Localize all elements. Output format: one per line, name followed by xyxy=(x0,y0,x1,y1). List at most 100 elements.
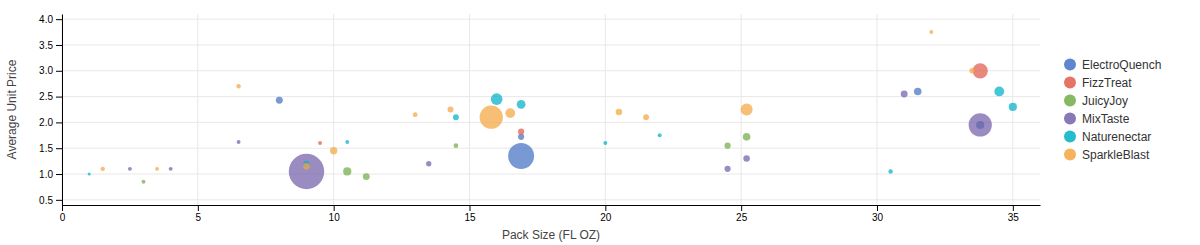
x-axis-tick: 30 xyxy=(872,205,884,223)
bubble xyxy=(236,84,240,88)
x-axis-tick-label: 10 xyxy=(329,212,341,223)
legend-item: FizzTreat xyxy=(1064,76,1132,90)
bubble xyxy=(413,112,418,117)
grid-line-x xyxy=(197,14,198,205)
bubble xyxy=(88,172,91,175)
bubble xyxy=(508,143,534,169)
bubble xyxy=(741,103,753,115)
x-axis-tick: 25 xyxy=(736,205,748,223)
y-axis-tick: 4.0 xyxy=(39,14,62,25)
x-axis-line xyxy=(63,205,1041,206)
x-axis-tick-mark xyxy=(1013,205,1014,211)
bubbles xyxy=(88,30,1017,189)
legend-label: JuicyJoy xyxy=(1082,94,1128,108)
x-axis-tick-label: 35 xyxy=(1008,212,1020,223)
y-axis-tick: 3.0 xyxy=(39,65,62,76)
bubble xyxy=(480,106,503,129)
y-axis-tick-mark xyxy=(56,19,62,20)
y-axis-tick-mark xyxy=(56,45,62,46)
chart: 051015202530350.51.01.52.02.53.03.54.0Pa… xyxy=(0,0,1200,245)
y-axis-tick-mark xyxy=(56,148,62,149)
legend-item: ElectroQuench xyxy=(1064,58,1161,72)
legend-label: ElectroQuench xyxy=(1082,58,1161,72)
series xyxy=(276,88,984,169)
bubble xyxy=(505,108,515,118)
grid-line-y xyxy=(62,122,1040,123)
legend-label: SparkleBlast xyxy=(1082,148,1150,162)
y-axis-tick: 1.0 xyxy=(39,169,62,180)
bubble xyxy=(973,63,988,78)
x-axis-tick: 20 xyxy=(600,205,612,223)
y-axis-tick: 1.5 xyxy=(39,143,62,154)
y-axis-tick-mark xyxy=(56,97,62,98)
bubble xyxy=(303,163,310,170)
legend-item: SparkleBlast xyxy=(1064,148,1150,162)
bubble xyxy=(448,107,454,113)
bubble xyxy=(1009,103,1017,111)
bubble xyxy=(743,155,750,162)
grid xyxy=(62,14,1040,205)
y-axis-tick-mark xyxy=(56,71,62,72)
legend-swatch xyxy=(1064,95,1076,107)
bubble xyxy=(289,154,324,189)
x-axis-tick-label: 30 xyxy=(872,212,884,223)
bubble xyxy=(969,68,974,73)
x-axis: 05101520253035 xyxy=(60,205,1041,223)
x-axis-tick-mark xyxy=(877,205,878,211)
y-axis-tick-mark xyxy=(56,174,62,175)
legend-label: MixTaste xyxy=(1082,112,1130,126)
bubble xyxy=(616,109,623,116)
series xyxy=(128,91,992,190)
grid-line-x xyxy=(877,14,878,205)
bubble xyxy=(929,30,933,34)
x-axis-tick-mark xyxy=(334,205,335,211)
series xyxy=(101,30,975,171)
x-axis-tick: 0 xyxy=(60,205,66,223)
plot: 051015202530350.51.01.52.02.53.03.54.0 xyxy=(39,14,1040,223)
grid-line-y xyxy=(62,199,1040,200)
y-axis-tick-label: 2.5 xyxy=(39,91,53,102)
x-axis-tick: 35 xyxy=(1008,205,1020,223)
bubble xyxy=(101,167,105,171)
x-axis-tick-label: 25 xyxy=(736,212,748,223)
bubble xyxy=(345,140,349,144)
bubble xyxy=(901,91,908,98)
y-axis-tick: 3.5 xyxy=(39,40,62,51)
y-axis-tick-label: 3.0 xyxy=(39,65,53,76)
bubble xyxy=(994,87,1004,97)
bubble xyxy=(330,147,337,154)
y-axis-tick-mark xyxy=(56,200,62,201)
y-axis-tick: 2.5 xyxy=(39,91,62,102)
legend-swatch xyxy=(1064,149,1076,161)
x-axis-tick: 5 xyxy=(196,205,202,223)
x-axis-tick-mark xyxy=(605,205,606,211)
bubble xyxy=(724,143,730,149)
grid-line-x xyxy=(333,14,334,205)
bubble xyxy=(343,167,351,175)
legend-item: MixTaste xyxy=(1064,112,1130,126)
y-axis-tick: 2.0 xyxy=(39,117,62,128)
bubble xyxy=(169,167,173,171)
y-axis-line xyxy=(62,15,63,206)
series xyxy=(318,63,988,145)
legend-swatch xyxy=(1064,77,1076,89)
grid-line-y xyxy=(62,174,1040,175)
y-axis-tick-label: 1.5 xyxy=(39,143,53,154)
legend-item: JuicyJoy xyxy=(1064,94,1128,108)
x-axis-tick-mark xyxy=(198,205,199,211)
x-axis-tick-label: 5 xyxy=(196,212,202,223)
bubble xyxy=(518,129,524,135)
bubble xyxy=(743,133,751,141)
legend-swatch xyxy=(1064,113,1076,125)
x-axis-tick-mark xyxy=(62,205,63,211)
x-axis-tick: 10 xyxy=(329,205,341,223)
legend: ElectroQuenchFizzTreatJuicyJoyMixTasteNa… xyxy=(1064,58,1161,162)
chart-container: 051015202530350.51.01.52.02.53.03.54.0Pa… xyxy=(0,0,1200,245)
series xyxy=(142,133,751,184)
y-axis-title: Average Unit Price xyxy=(5,59,19,159)
bubble xyxy=(155,167,159,171)
legend-swatch xyxy=(1064,59,1076,71)
grid-line-x xyxy=(469,14,470,205)
grid-line-y xyxy=(62,19,1040,20)
y-axis-tick-label: 2.0 xyxy=(39,117,53,128)
